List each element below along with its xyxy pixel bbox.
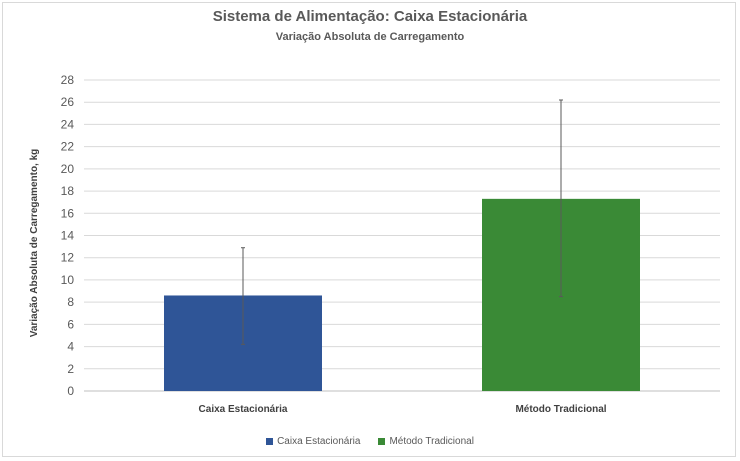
chart-subtitle: Variação Absoluta de Carregamento: [275, 31, 465, 43]
legend-label-1: Caixa Estacionária: [277, 436, 361, 447]
y-tick-label: 26: [61, 95, 75, 109]
legend-item-2: Método Tradicional: [378, 436, 474, 447]
y-axis-label: Variação Absoluta de Carregamento, kg: [29, 149, 40, 338]
y-tick-label: 2: [67, 362, 74, 376]
legend: Caixa Estacionária Método Tradicional: [0, 436, 740, 447]
error-bars: [241, 99, 563, 345]
bars: [164, 198, 640, 391]
y-tick-label: 0: [67, 384, 74, 398]
x-category-labels: Caixa Estacionária Método Tradicional: [199, 404, 607, 415]
y-tick-label: 12: [61, 251, 75, 265]
y-tick-label: 8: [67, 295, 74, 309]
y-tick-label: 10: [61, 273, 75, 287]
x-category-label: Caixa Estacionária: [199, 404, 288, 415]
legend-swatch-2: [378, 438, 386, 445]
y-tick-label: 20: [61, 162, 75, 176]
y-tick-label: 18: [61, 184, 75, 198]
legend-label-2: Método Tradicional: [389, 436, 474, 447]
legend-item-1: Caixa Estacionária: [266, 436, 360, 447]
chart-title: Sistema de Alimentação: Caixa Estacionár…: [212, 8, 528, 25]
x-category-label: Método Tradicional: [515, 404, 606, 415]
legend-swatch-1: [266, 438, 274, 445]
y-tick-label: 16: [61, 206, 75, 220]
y-tick-label: 6: [67, 317, 74, 331]
y-tick-label: 4: [67, 340, 74, 354]
y-tick-label: 14: [61, 229, 75, 243]
y-tick-label: 22: [61, 140, 75, 154]
y-tick-label: 28: [61, 73, 75, 87]
y-tick-label: 24: [61, 117, 75, 131]
